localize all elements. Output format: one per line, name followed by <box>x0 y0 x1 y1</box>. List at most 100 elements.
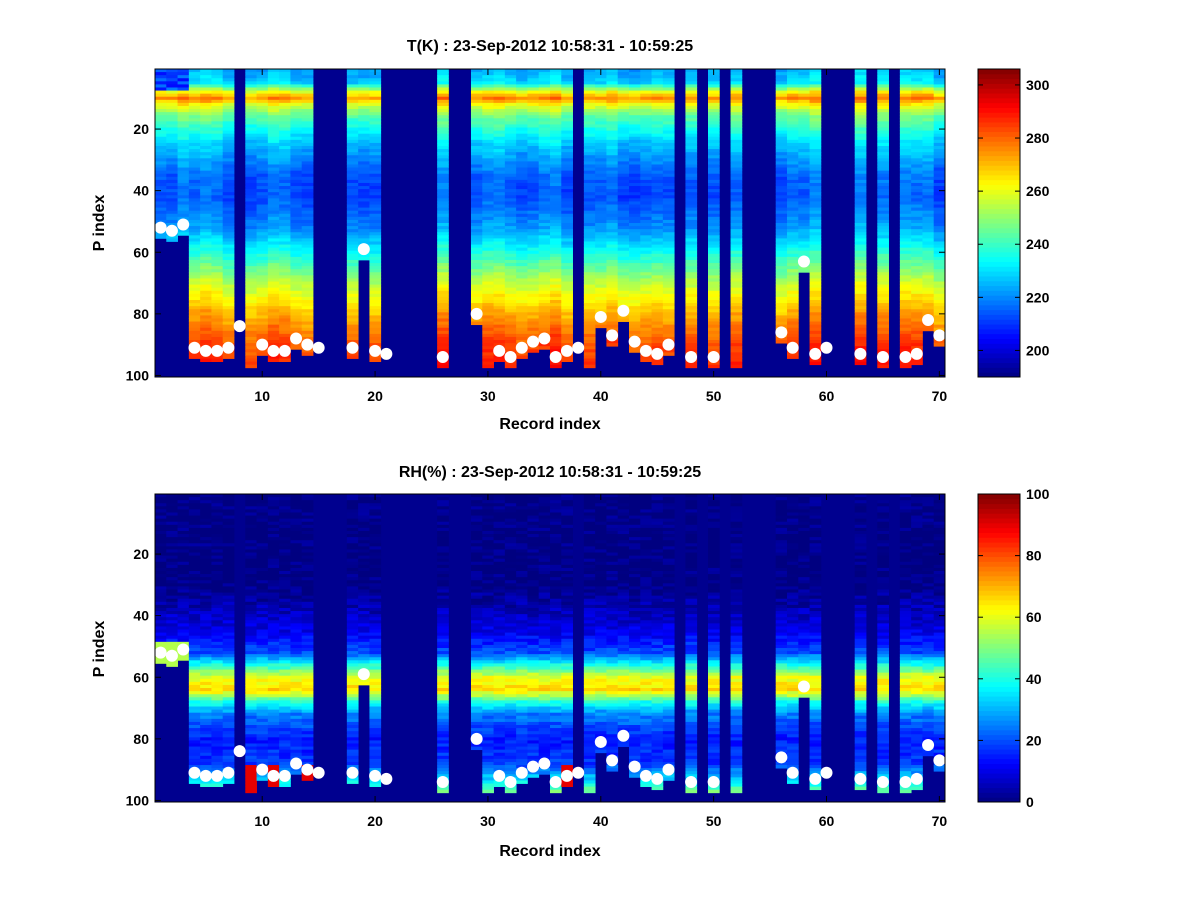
heatmap-cell <box>730 173 743 178</box>
heatmap-cell <box>358 176 370 181</box>
heatmap-cell <box>177 87 190 91</box>
heatmap-cell <box>471 127 483 131</box>
heatmap-cell <box>155 518 167 523</box>
heatmap-cell <box>358 219 370 224</box>
heatmap-cell <box>730 72 743 76</box>
heatmap-cell <box>854 324 867 329</box>
heatmap-cell <box>267 340 280 344</box>
heatmap-cell <box>538 152 551 156</box>
heatmap-cell <box>583 133 596 138</box>
heatmap-cell <box>222 210 235 215</box>
heatmap-cell <box>166 595 178 600</box>
heatmap-cell <box>629 263 641 267</box>
heatmap-cell <box>685 176 698 181</box>
heatmap-cell <box>595 182 607 187</box>
heatmap-cell <box>369 306 382 310</box>
heatmap-cell <box>177 598 190 603</box>
heatmap-cell <box>222 666 235 670</box>
heatmap-cell <box>899 250 912 255</box>
heatmap-cell <box>482 102 494 107</box>
heatmap-cell <box>787 130 799 135</box>
heatmap-cell <box>358 213 370 218</box>
heatmap-cell <box>617 244 630 249</box>
heatmap-cell <box>561 269 573 273</box>
heatmap-cell <box>708 238 720 242</box>
heatmap-cell <box>775 179 788 184</box>
heatmap-cell <box>437 112 449 116</box>
heatmap-cell <box>200 530 212 535</box>
heatmap-cell <box>629 182 641 187</box>
heatmap-cell <box>651 327 664 332</box>
heatmap-cell <box>493 139 506 144</box>
heatmap-cell <box>561 167 573 172</box>
heatmap-cell <box>629 238 641 242</box>
heatmap-cell <box>301 170 314 175</box>
heatmap-cell <box>504 263 517 267</box>
heatmap-cell <box>493 306 506 310</box>
heatmap-cell <box>922 182 935 187</box>
heatmap-cell <box>809 284 822 289</box>
heatmap-cell <box>256 195 269 199</box>
heatmap-cell <box>629 69 641 73</box>
heatmap-cell <box>685 321 698 326</box>
heatmap-cell <box>437 115 449 119</box>
heatmap-cell <box>256 263 269 267</box>
heatmap-cell <box>787 112 799 116</box>
heatmap-cell <box>708 124 720 128</box>
heatmap-column <box>662 69 675 356</box>
heatmap-cell <box>222 549 235 553</box>
heatmap-cell <box>617 102 630 107</box>
heatmap-cell <box>279 247 291 252</box>
heatmap-cell <box>922 290 935 295</box>
heatmap-cell <box>629 216 641 221</box>
heatmap-cell <box>911 263 923 267</box>
heatmap-cell <box>899 186 912 190</box>
heatmap-cell <box>809 213 822 218</box>
heatmap-cell <box>222 263 235 267</box>
heatmap-cell <box>471 244 483 249</box>
heatmap-cell <box>527 87 540 91</box>
heatmap-cell <box>538 269 551 273</box>
heatmap-cell <box>256 293 269 298</box>
heatmap-cell <box>854 170 867 175</box>
heatmap-cell <box>527 241 540 245</box>
heatmap-cell <box>256 158 269 162</box>
heatmap-cell <box>651 281 664 285</box>
heatmap-cell <box>899 198 912 202</box>
heatmap-cell <box>482 124 494 128</box>
heatmap-cell <box>877 173 889 178</box>
heatmap-cell <box>290 155 303 159</box>
colorbar-segment <box>978 362 1020 368</box>
heatmap-cell <box>177 155 190 159</box>
heatmap-column <box>358 69 370 261</box>
heatmap-cell <box>787 118 799 122</box>
heatmap-cell <box>222 253 235 258</box>
heatmap-cell <box>629 105 641 110</box>
heatmap-cell <box>290 204 303 208</box>
heatmap-cell <box>798 139 810 144</box>
heatmap-cell <box>267 247 280 252</box>
heatmap-cell <box>211 641 224 646</box>
heatmap-cell <box>640 176 652 181</box>
heatmap-cell <box>662 158 675 162</box>
heatmap-cell <box>550 346 562 350</box>
heatmap-cell <box>290 256 303 261</box>
heatmap-cell <box>290 318 303 322</box>
heatmap-cell <box>155 179 167 184</box>
heatmap-cell <box>369 247 382 252</box>
heatmap-cell <box>256 324 269 329</box>
heatmap-cell <box>290 93 303 98</box>
colorbar-segment <box>978 338 1020 344</box>
heatmap-cell <box>911 207 923 212</box>
colorbar-segment <box>978 309 1020 315</box>
heatmap-cell <box>538 201 551 205</box>
heatmap-cell <box>730 266 743 270</box>
heatmap-cell <box>651 232 664 236</box>
heatmap-cell <box>301 321 314 326</box>
heatmap-cell <box>787 226 799 230</box>
heatmap-cell <box>155 503 167 507</box>
heatmap-cell <box>583 96 596 101</box>
heatmap-cell <box>877 333 889 338</box>
heatmap-cell <box>245 269 257 273</box>
heatmap-cell <box>798 69 810 73</box>
